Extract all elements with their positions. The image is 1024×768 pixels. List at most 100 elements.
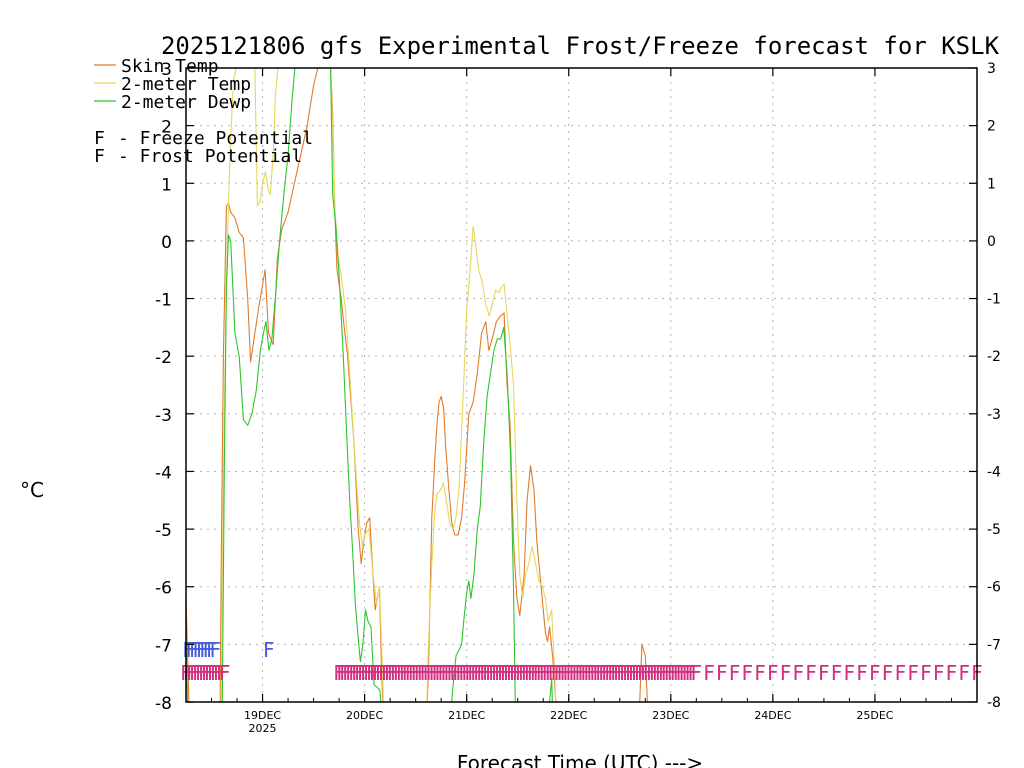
freeze-potential-marker: F (685, 661, 697, 685)
freeze-potential-marker: F (390, 661, 402, 685)
frost-potential-marker: F (210, 638, 222, 662)
freeze-potential-marker: F (479, 661, 491, 685)
y-tick-label-right: -1 (987, 292, 1001, 308)
freeze-potential-marker: F (213, 661, 225, 685)
freeze-potential-marker: F (545, 661, 557, 685)
freeze-potential-marker: F (667, 661, 679, 685)
freeze-potential-marker: F (509, 661, 521, 685)
x-tick-label: 21DEC (448, 709, 485, 722)
x-axis-label: Forecast Time (UTC) ---> (457, 751, 703, 768)
freeze-potential-marker: F (402, 661, 414, 685)
freeze-potential-marker: F (186, 661, 198, 685)
freeze-potential-marker: F (366, 661, 378, 685)
freeze-potential-marker: F (435, 661, 447, 685)
frost-potential-marker: F (182, 638, 194, 662)
freeze-potential-marker: F (420, 661, 432, 685)
freeze-potential-marker: F (500, 661, 512, 685)
freeze-potential-marker: F (688, 661, 700, 685)
legend-label: 2-meter Dewp (121, 92, 251, 113)
freeze-potential-marker: F (207, 661, 219, 685)
freeze-potential-marker: F (461, 661, 473, 685)
y-axis-ticks: -8 -8 -7 -7 -6 -6 -5 -5 -4 -4 -3 -3 -2 -2 -1 -1 0 0 1 1 2 2 3 3 (155, 60, 1001, 714)
freeze-potential-marker: F (831, 661, 843, 685)
freeze-potential-marker: F (192, 661, 204, 685)
y-tick-label: -2 (155, 348, 172, 368)
freeze-potential-marker: F (882, 661, 894, 685)
freeze-potential-marker: F (767, 661, 779, 685)
freeze-potential-marker: F (637, 661, 649, 685)
freeze-potential-marker: F (381, 661, 393, 685)
freeze-potential-marker: F (643, 661, 655, 685)
freeze-potential-marker: F (530, 661, 542, 685)
series-line-skin-temp (186, 68, 648, 702)
freeze-potential-marker: F (473, 661, 485, 685)
freeze-potential-marker: F (907, 661, 919, 685)
freeze-potential-marker: F (524, 661, 536, 685)
y-tick-label-right: 3 (987, 61, 996, 77)
freeze-potential-marker: F (345, 661, 357, 685)
freeze-potential-marker: F (574, 661, 586, 685)
freeze-potential-marker: F (691, 661, 703, 685)
freeze-potential-marker: F (348, 661, 360, 685)
freeze-potential-marker: F (613, 661, 625, 685)
y-tick-label: 0 (161, 233, 172, 253)
legend-potential-label: - Frost Potential (118, 146, 302, 167)
y-tick-label: -6 (155, 579, 172, 599)
freeze-potential-marker: F (503, 661, 515, 685)
freeze-potential-marker: F (569, 661, 581, 685)
freeze-potential-marker: F (649, 661, 661, 685)
frost-potential-marker: F (203, 638, 215, 662)
frost-potential-marker: F (196, 638, 208, 662)
y-tick-label-right: 0 (987, 234, 996, 250)
y-tick-label-right: -4 (987, 464, 1001, 480)
freeze-potential-marker: F (920, 661, 932, 685)
freeze-potential-marker: F (476, 661, 488, 685)
y-tick-label-right: -5 (987, 522, 1001, 538)
y-axis-label: °C (20, 478, 44, 502)
x-tick-label: 23DEC (652, 709, 689, 722)
freeze-potential-marker: F (664, 661, 676, 685)
y-tick-label: 3 (161, 60, 172, 80)
freeze-potential-marker: F (640, 661, 652, 685)
freeze-potential-marker: F (360, 661, 372, 685)
frost-potential-marker: F (189, 638, 201, 662)
frost-potential-marker: F (206, 638, 218, 662)
freeze-potential-marker: F (607, 661, 619, 685)
y-tick-label-right: -7 (987, 637, 1001, 653)
freeze-potential-marker: F (595, 661, 607, 685)
freeze-potential-marker: F (443, 661, 455, 685)
freeze-potential-marker: F (536, 661, 548, 685)
freeze-potential-marker: F (411, 661, 423, 685)
freeze-potential-marker: F (580, 661, 592, 685)
series-lines (186, 68, 648, 702)
freeze-potential-marker: F (455, 661, 467, 685)
freeze-potential-marker: F (646, 661, 658, 685)
freeze-potential-marker: F (554, 661, 566, 685)
grid-lines (186, 68, 977, 702)
freeze-potential-marker: F (204, 661, 216, 685)
freeze-potential-marker: F (429, 661, 441, 685)
freeze-potential-marker: F (201, 661, 213, 685)
freeze-potential-marker: F (933, 661, 945, 685)
freeze-potential-marker: F (548, 661, 560, 685)
freeze-potential-marker: F (405, 661, 417, 685)
freeze-potential-marker: F (716, 661, 728, 685)
y-tick-label-right: -6 (987, 580, 1001, 596)
y-tick-label: -5 (155, 521, 172, 541)
freeze-potential-marker: F (195, 661, 207, 685)
y-tick-label: -8 (155, 694, 172, 714)
freeze-potential-marker: F (396, 661, 408, 685)
freeze-potential-marker: F (497, 661, 509, 685)
y-tick-label-right: 2 (987, 119, 996, 135)
freeze-potential-marker: F (679, 661, 691, 685)
legend-potential-marker: F (94, 128, 105, 149)
frost-potential-marker: F (263, 638, 275, 662)
freeze-potential-marker: F (563, 661, 575, 685)
freeze-potential-marker: F (491, 661, 503, 685)
y-tick-label: 1 (161, 175, 172, 195)
freeze-potential-marker: F (369, 661, 381, 685)
x-tick-label: 25DEC (856, 709, 893, 722)
freeze-potential-marker: F (592, 661, 604, 685)
freeze-potential-marker: F (521, 661, 533, 685)
